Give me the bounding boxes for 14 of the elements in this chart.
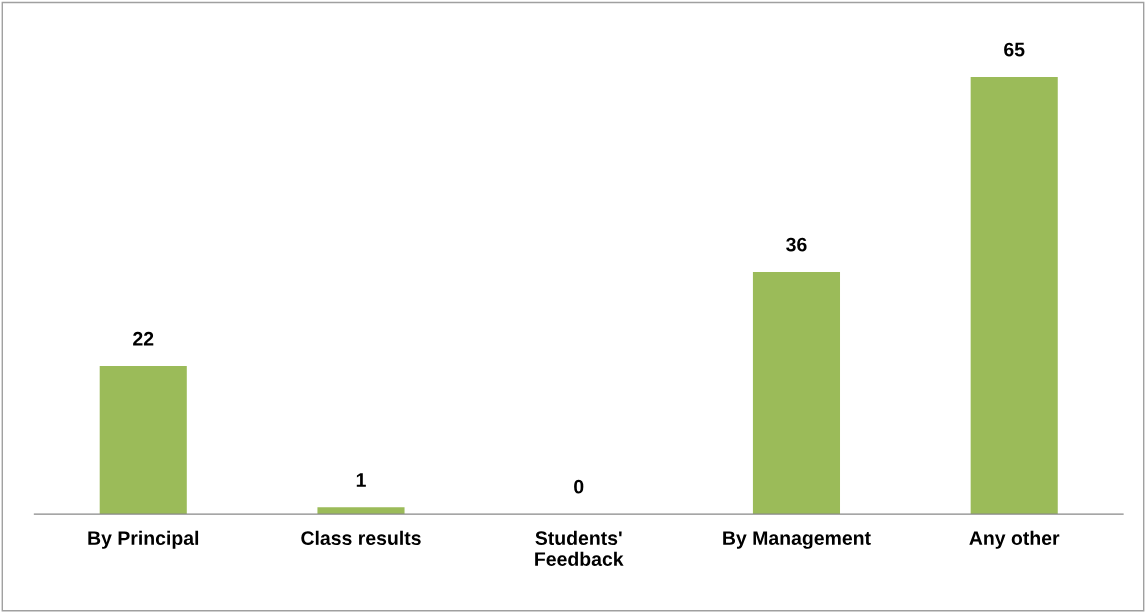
x-tick-label: By Principal [88, 530, 199, 549]
x-tick-label: Any other [969, 530, 1060, 549]
data-label: 22 [133, 331, 154, 346]
data-label: 65 [1004, 42, 1025, 57]
bar [752, 271, 841, 515]
x-tick-label: Class results [301, 530, 421, 546]
data-label: 0 [574, 479, 584, 494]
data-label: 1 [356, 473, 366, 487]
x-tick-label: By Management [723, 531, 871, 549]
bar [970, 76, 1058, 515]
bar [99, 366, 187, 515]
bar [317, 507, 405, 515]
x-tick-label: Students' Feedback [535, 530, 624, 566]
data-label: 36 [786, 237, 807, 252]
